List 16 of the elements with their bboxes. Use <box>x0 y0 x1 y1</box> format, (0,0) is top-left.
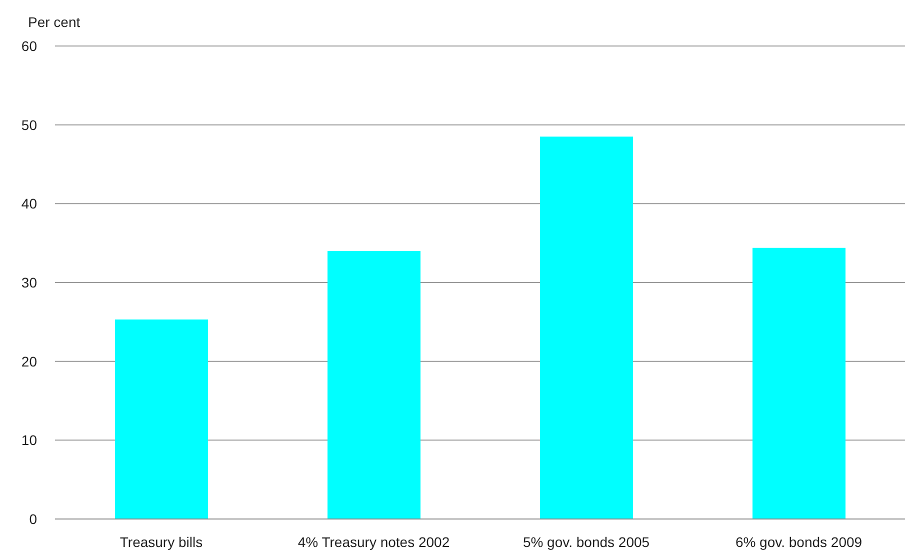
x-tick-label: Treasury bills <box>120 534 203 550</box>
bar <box>115 320 208 519</box>
y-tick-label: 30 <box>21 274 38 290</box>
bar <box>752 248 846 519</box>
bar <box>328 250 420 519</box>
x-tick-label: 4% Treasury notes 2002 <box>298 534 450 550</box>
y-tick-label: 10 <box>21 432 38 448</box>
y-axis-title: Per cent <box>28 14 80 30</box>
y-tick-label: 60 <box>21 38 38 54</box>
y-tick-label: 40 <box>21 196 38 212</box>
y-tick-label: 0 <box>29 510 38 527</box>
x-tick-label: 6% gov. bonds 2009 <box>735 534 862 550</box>
y-tick-label: 20 <box>21 353 38 370</box>
x-tick-label: 5% gov. bonds 2005 <box>522 534 650 550</box>
bar <box>540 136 633 519</box>
y-tick-label: 50 <box>21 116 38 133</box>
